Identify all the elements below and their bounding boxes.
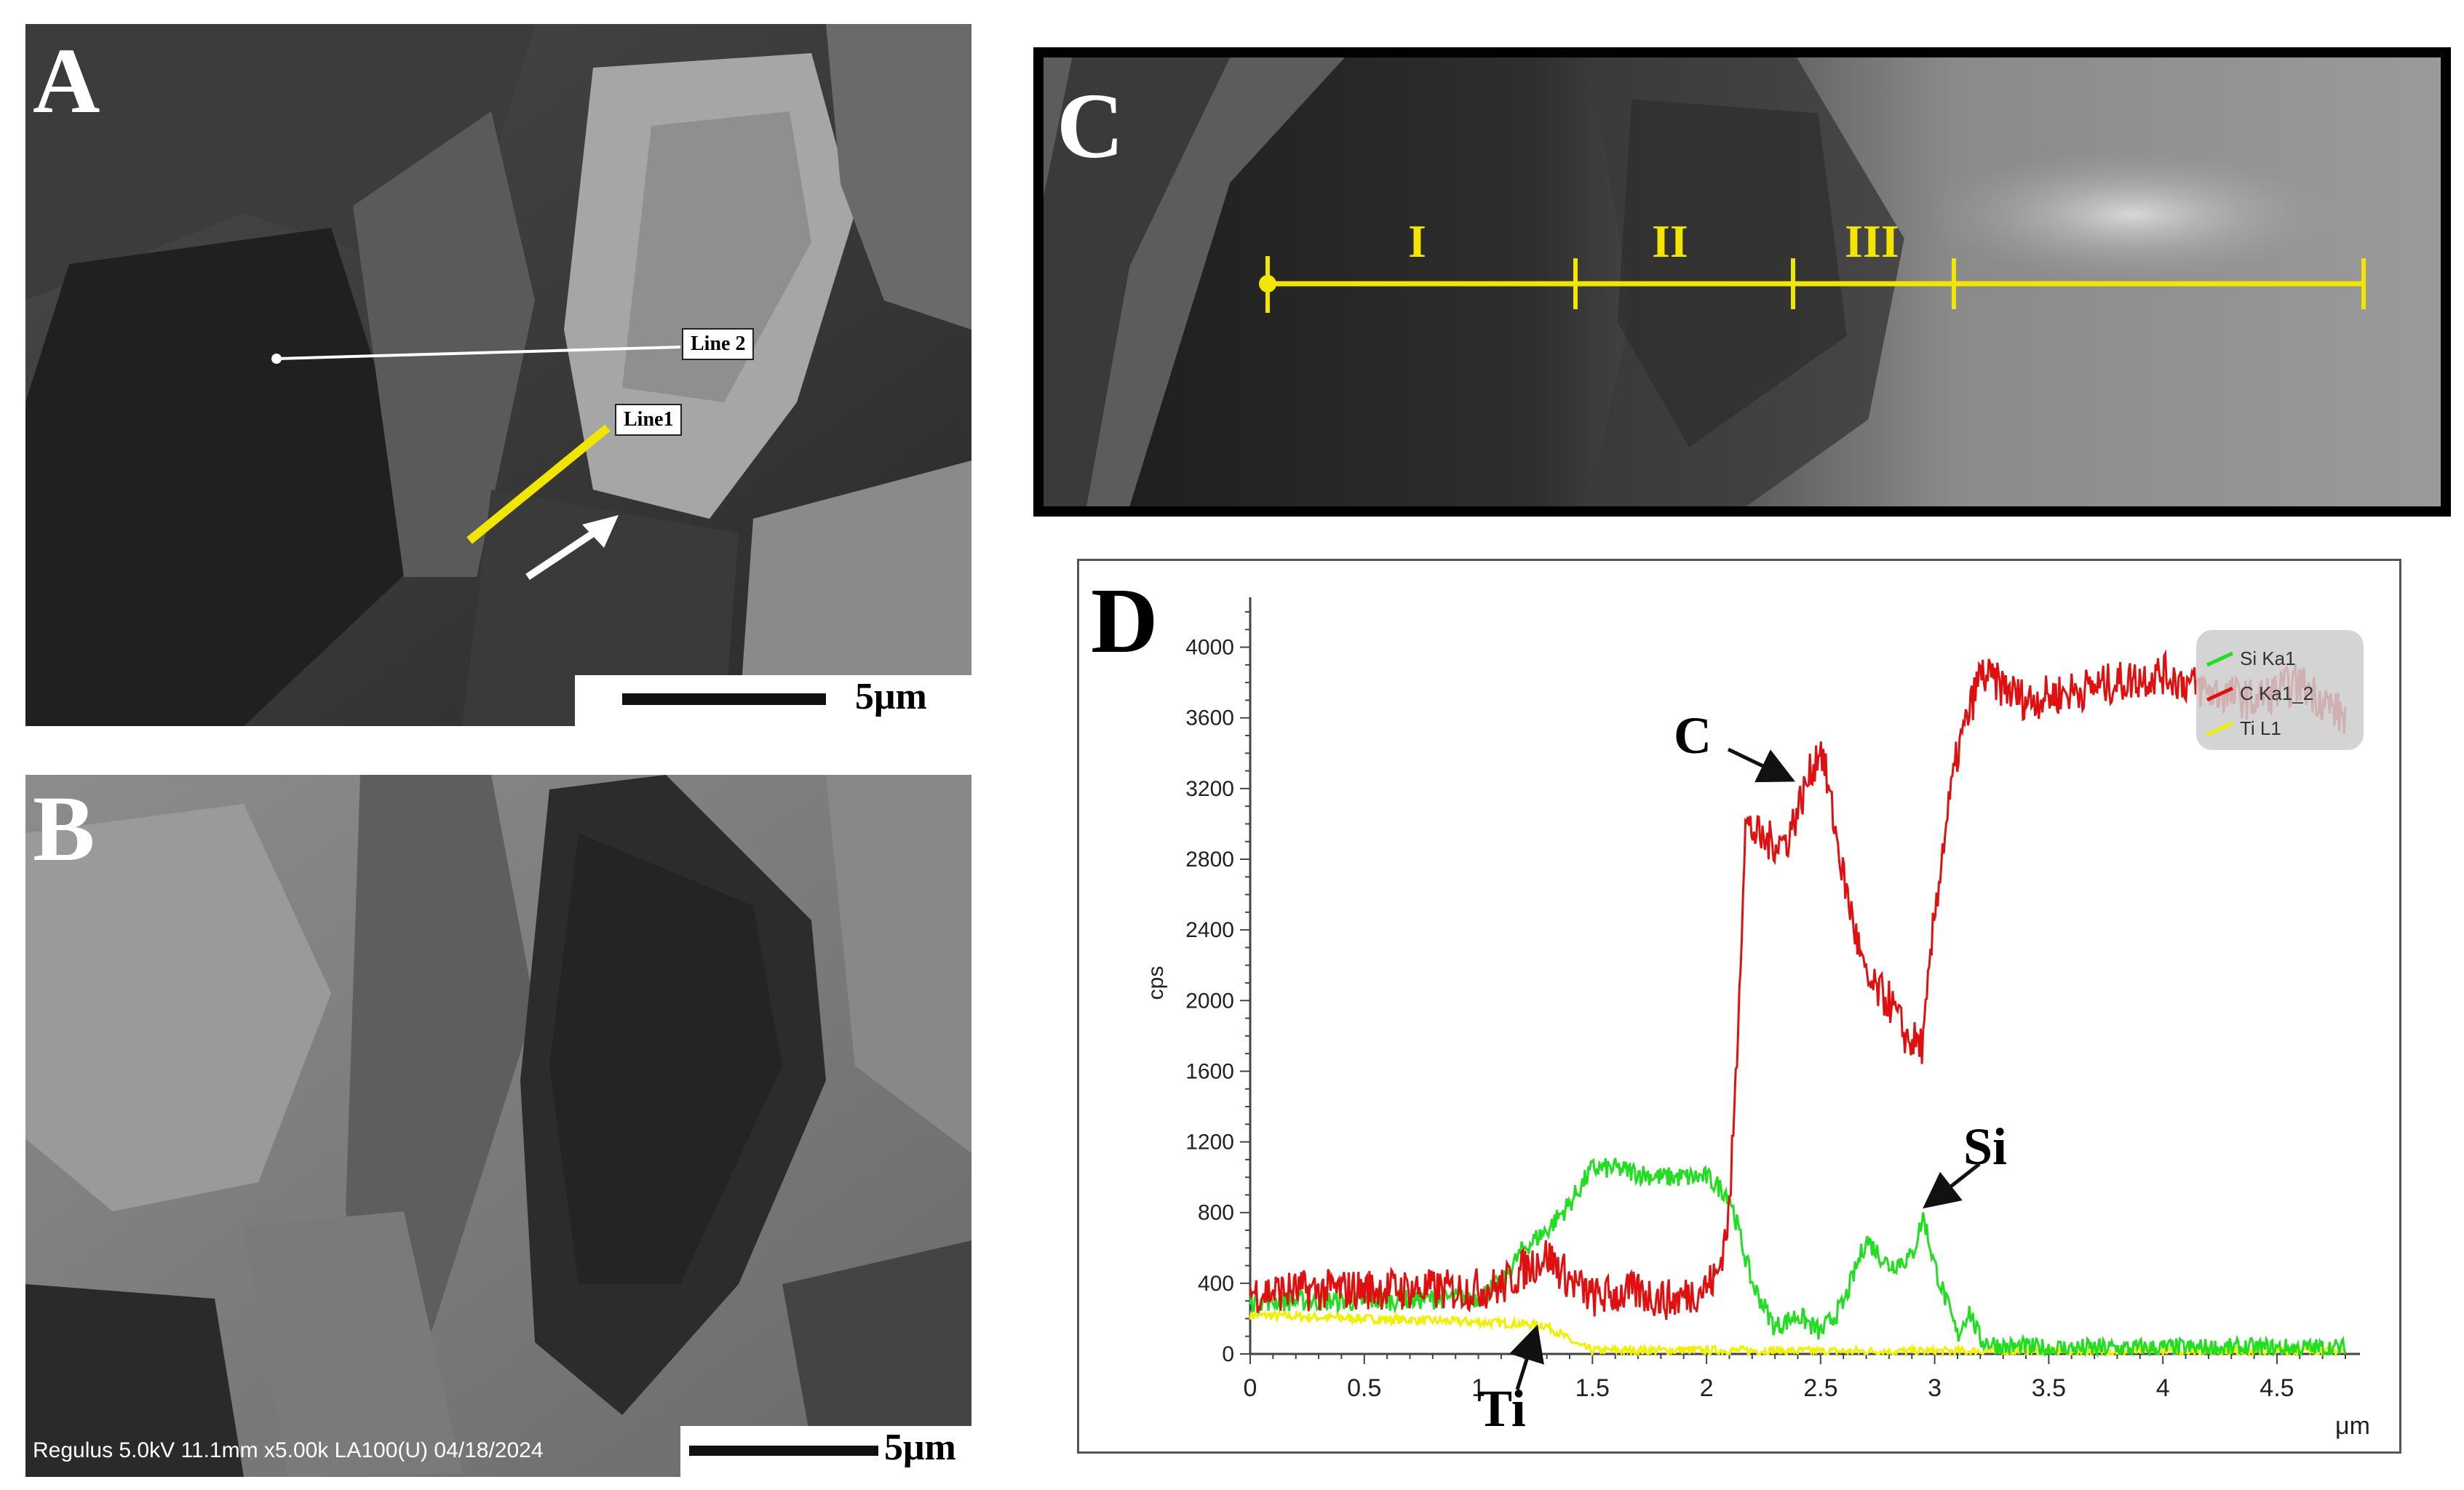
arrow-ti [1509,1324,1544,1390]
panel-label-c: C [1057,74,1124,178]
panel-label-b: B [33,777,95,880]
y-tick-label: 1200 [1185,1131,1234,1155]
arrow-shaft-a [525,522,606,581]
y-tick-label: 2000 [1185,989,1234,1013]
sem-metadata: Regulus 5.0kV 11.1mm x5.00k LA100(U) 04/… [33,1438,544,1462]
x-tick-label: 2 [1700,1374,1714,1402]
line2-marker [276,346,681,360]
sem-image-b [25,775,971,1477]
y-tick-label: 4000 [1185,636,1234,660]
arrow-head-a [582,515,619,548]
x-tick-label: 4 [2156,1374,2170,1402]
legend-swatch [2206,686,2234,702]
legend-swatch [2206,651,2234,667]
y-tick-label: 800 [1198,1201,1234,1225]
y-tick-label: 400 [1198,1272,1234,1296]
y-tick-label: 2800 [1185,848,1234,872]
x-tick-label: 1.5 [1575,1374,1610,1402]
line1-label: Line1 [615,404,683,436]
y-tick-label: 2400 [1185,918,1234,942]
annotation-c: C [1674,706,1712,765]
panel-label-d: D [1091,569,1159,672]
legend-entry: Ti L1 [2240,717,2281,739]
y-tick-label: 1600 [1185,1059,1234,1083]
panel-c: C I II III [1033,47,2451,517]
legend-box [2196,630,2364,750]
arrow-si [1923,1163,1981,1209]
segment-label-1: I [1408,215,1426,267]
x-tick-label: 3.5 [2032,1374,2066,1402]
line2-label: Line 2 [682,328,755,360]
x-axis-label: μm [2335,1412,2370,1440]
line1-marker [466,424,611,544]
x-tick-label: 3 [1928,1374,1942,1402]
panel-d: D 0 400 800 1200 1600 2000 2400 2800 3200 3600 400… [1077,559,2401,1454]
x-tick-label: 1 [1471,1374,1485,1402]
legend-swatch [2206,721,2234,737]
legend-entry: C Ka1_2 [2240,682,2313,704]
panel-label-a: A [33,29,100,132]
series-line-si [1249,1158,2347,1358]
series-line-c [1249,649,2347,1320]
line-annotations-a [271,346,681,581]
panel-b: B Regulus 5.0kV 11.1mm x5.00k LA100(U) 0… [25,775,971,1477]
line-profile-chart: 0 400 800 1200 1600 2000 2400 2800 3200 3600 4000 0… [1144,597,2370,1440]
segment-line-c [1259,256,2366,313]
x-tick-label: 4.5 [2260,1374,2294,1402]
y-axis-label: cps [1144,966,1168,1000]
x-tick-label: 2.5 [1803,1374,1837,1402]
legend-entry: Si Ka1 [2240,648,2296,669]
segment-label-3: III [1845,215,1899,267]
scalebar-a [622,693,826,705]
y-tick-label: 0 [1222,1342,1234,1366]
sem-image-a [25,24,971,726]
y-tick-label: 3600 [1185,706,1234,730]
x-tick-label: 0.5 [1347,1374,1381,1402]
scalebar-text-a: 5μm [855,676,927,717]
y-tick-label: 3200 [1185,777,1234,801]
x-tick-label: 0 [1244,1374,1257,1402]
panel-a: A Line 2 Line1 5μm [25,24,971,726]
annotation-si: Si [1963,1118,2008,1176]
scalebar-text-b: 5μm [884,1427,956,1468]
arrow-c [1727,747,1796,783]
segment-label-2: II [1652,215,1688,267]
series-line-ti [1249,1308,2347,1358]
scalebar-b [689,1446,878,1456]
